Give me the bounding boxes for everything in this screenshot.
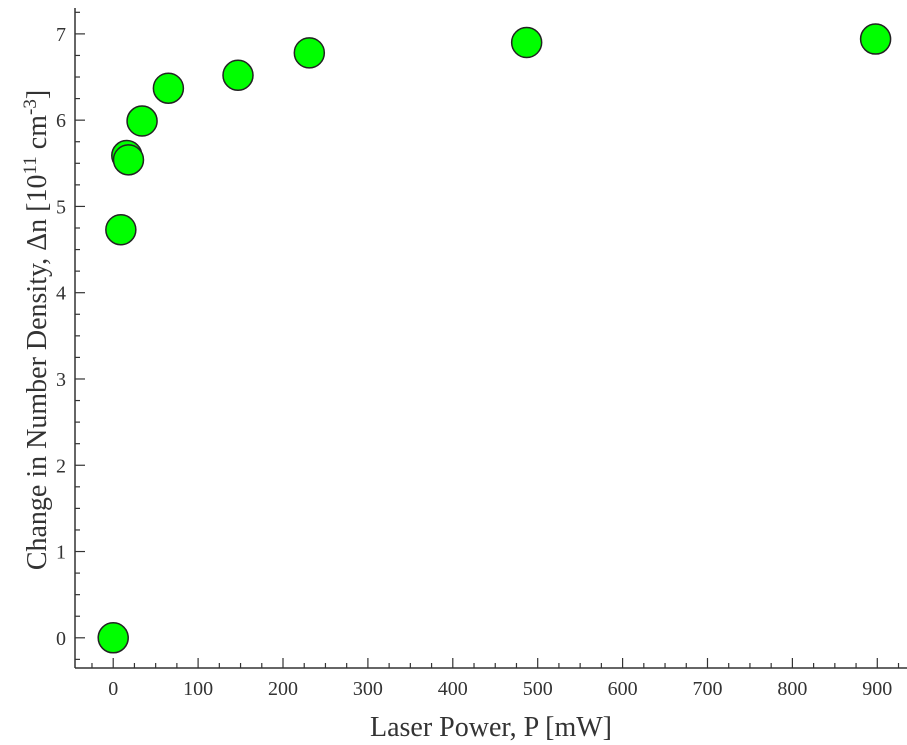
axes: [74, 8, 907, 669]
x-tick-label: 900: [862, 678, 892, 700]
data-point: [152, 72, 185, 104]
y-axis-label-main: Change in Number Density, Δn [10: [22, 174, 53, 570]
x-axis-label: Laser Power, P [mW]: [370, 712, 612, 743]
y-tick-label: 5: [56, 196, 66, 218]
data-point: [97, 622, 129, 654]
data-point: [510, 26, 543, 59]
y-tick-label: 7: [56, 24, 66, 46]
y-tick-label: 4: [56, 283, 66, 305]
data-point: [859, 23, 892, 55]
data-point: [222, 59, 254, 92]
y-axis-label-end: ]: [22, 90, 53, 99]
x-tick-label: 800: [777, 678, 807, 700]
y-axis-label-sup1: 11: [20, 156, 41, 174]
y-axis-label-mid: cm: [22, 115, 53, 156]
y-axis-label-sup2: -3: [20, 99, 41, 115]
tick-labels: 0 100 200 300 400 500 600 700 800 900 0 1 2 3 4 5 6 7: [56, 24, 892, 700]
y-tick-label: 6: [56, 110, 66, 132]
x-tick-label: 400: [438, 678, 468, 700]
data-point: [293, 37, 326, 69]
x-tick-label: 600: [608, 678, 638, 700]
x-tick-label: 700: [692, 678, 722, 700]
data-point: [105, 213, 137, 246]
x-tick-label: 0: [108, 678, 118, 700]
y-tick-label: 2: [56, 455, 66, 477]
data-points: [97, 23, 892, 654]
data-point: [126, 105, 158, 137]
y-axis-label: Change in Number Density, Δn [1011 cm-3]: [20, 90, 54, 570]
x-tick-label: 200: [268, 678, 298, 700]
x-tick-label: 500: [523, 678, 553, 700]
x-tick-label: 300: [353, 678, 383, 700]
data-point: [112, 144, 145, 176]
ticks: [75, 11, 900, 668]
y-tick-label: 0: [56, 628, 66, 650]
y-tick-label: 3: [56, 369, 66, 391]
y-tick-label: 1: [56, 542, 66, 564]
x-tick-label: 100: [183, 678, 213, 700]
